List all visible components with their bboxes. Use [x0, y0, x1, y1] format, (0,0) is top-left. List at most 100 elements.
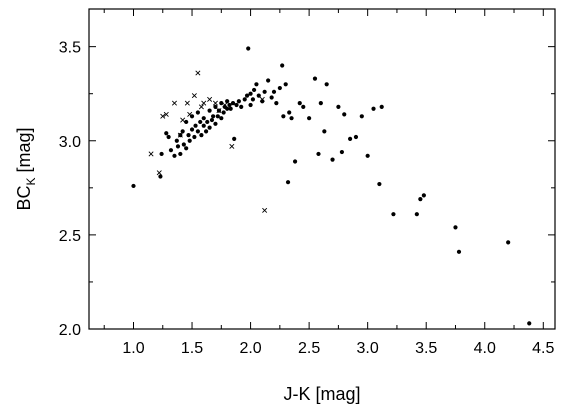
data-point-cross	[259, 96, 265, 102]
data-point-cross	[207, 96, 213, 102]
x-tick-label: 4.5	[532, 340, 554, 357]
data-point-cross	[156, 170, 162, 176]
data-point-cross	[212, 100, 218, 106]
data-point-dot	[379, 104, 384, 109]
data-point-dot	[365, 153, 370, 158]
data-point-dot	[244, 93, 250, 98]
data-point-cross	[148, 151, 154, 157]
data-point-dot	[207, 125, 212, 130]
data-point-dot	[178, 151, 183, 157]
data-point-dot	[242, 97, 247, 102]
data-point-dot	[248, 102, 253, 108]
data-point-dot	[322, 129, 327, 134]
data-point-dot	[287, 110, 292, 115]
data-point-dot	[158, 174, 163, 179]
y-tick-label: 2.5	[59, 228, 81, 245]
data-point-dot	[277, 85, 282, 91]
x-axis-title: J-K [mag]	[283, 384, 360, 404]
data-point-dot	[269, 95, 274, 100]
data-point-dot	[195, 110, 200, 115]
data-point-dot	[414, 212, 419, 217]
data-point-dot	[292, 159, 298, 164]
data-point-dot	[232, 136, 237, 141]
data-point-dot	[175, 144, 181, 149]
data-points-layer	[131, 46, 532, 326]
data-point-dot	[192, 134, 197, 140]
y-axis-title-unit: [mag]	[14, 127, 34, 177]
data-point-dot	[228, 106, 233, 111]
data-point-dot	[246, 46, 251, 51]
data-point-cross	[195, 70, 201, 76]
data-point-dot	[221, 110, 226, 115]
data-point-dot	[209, 117, 215, 123]
data-point-dot	[266, 78, 271, 83]
data-point-dot	[318, 101, 323, 106]
data-point-dot	[219, 101, 224, 106]
data-point-dot	[195, 129, 200, 134]
data-point-dot	[174, 138, 179, 143]
data-point-dot	[324, 82, 329, 87]
data-point-dot	[281, 114, 286, 119]
data-point-dot	[201, 116, 206, 121]
data-point-cross	[180, 117, 186, 123]
x-tick-label: 2.0	[239, 340, 261, 357]
x-tick-label: 3.5	[415, 340, 437, 357]
data-point-dot	[207, 108, 212, 113]
data-point-dot	[456, 249, 462, 254]
data-point-dot	[330, 157, 335, 162]
data-point-dot	[254, 82, 259, 87]
data-point-dot	[168, 148, 174, 153]
data-point-dot	[359, 114, 364, 119]
data-point-dot	[283, 82, 288, 87]
data-point-dot	[301, 104, 306, 109]
plot-frame	[88, 8, 556, 330]
data-point-dot	[453, 225, 458, 230]
data-point-dot	[421, 193, 426, 198]
data-point-dot	[219, 116, 224, 121]
data-point-dot	[239, 104, 244, 109]
data-point-cross	[187, 111, 193, 117]
data-point-dot	[250, 97, 256, 102]
data-point-dot	[213, 121, 218, 126]
data-point-cross	[201, 100, 207, 106]
data-point-cross	[177, 132, 183, 138]
data-point-cross	[229, 143, 235, 149]
data-point-dot	[215, 114, 220, 119]
data-point-dot	[227, 102, 232, 108]
y-tick-label: 3.0	[59, 134, 81, 151]
data-point-dot	[262, 89, 267, 94]
y-tick-label: 3.5	[59, 40, 81, 57]
data-point-dot	[289, 116, 294, 121]
x-tick-label: 2.5	[298, 340, 320, 357]
data-point-dot	[251, 87, 257, 93]
x-tick-label: 3.0	[357, 340, 379, 357]
data-point-cross	[216, 108, 222, 114]
data-point-dot	[274, 101, 279, 106]
data-point-dot	[297, 101, 302, 106]
data-point-cross	[184, 100, 190, 106]
y-tick-label: 2.0	[59, 322, 81, 339]
data-point-dot	[339, 149, 345, 155]
data-point-dot	[256, 93, 261, 98]
data-point-dot	[131, 183, 136, 189]
data-point-dot	[377, 181, 382, 187]
data-point-dot	[211, 114, 216, 119]
data-point-dot	[371, 106, 376, 111]
data-point-dot	[248, 91, 253, 96]
y-axis-title-subscript: K	[24, 178, 38, 186]
data-point-dot	[172, 153, 177, 158]
data-point-dot	[181, 142, 186, 147]
data-point-dot	[285, 180, 291, 185]
data-point-dot	[391, 212, 396, 217]
x-tick-label: 4.0	[474, 340, 496, 357]
data-point-dot	[312, 76, 318, 81]
data-point-dot	[342, 112, 347, 117]
data-point-dot	[189, 127, 195, 132]
data-point-dot	[187, 138, 192, 143]
data-point-dot	[225, 106, 230, 111]
data-point-dot	[353, 134, 359, 140]
x-tick-label: 1.0	[122, 340, 144, 357]
data-point-dot	[348, 136, 353, 141]
